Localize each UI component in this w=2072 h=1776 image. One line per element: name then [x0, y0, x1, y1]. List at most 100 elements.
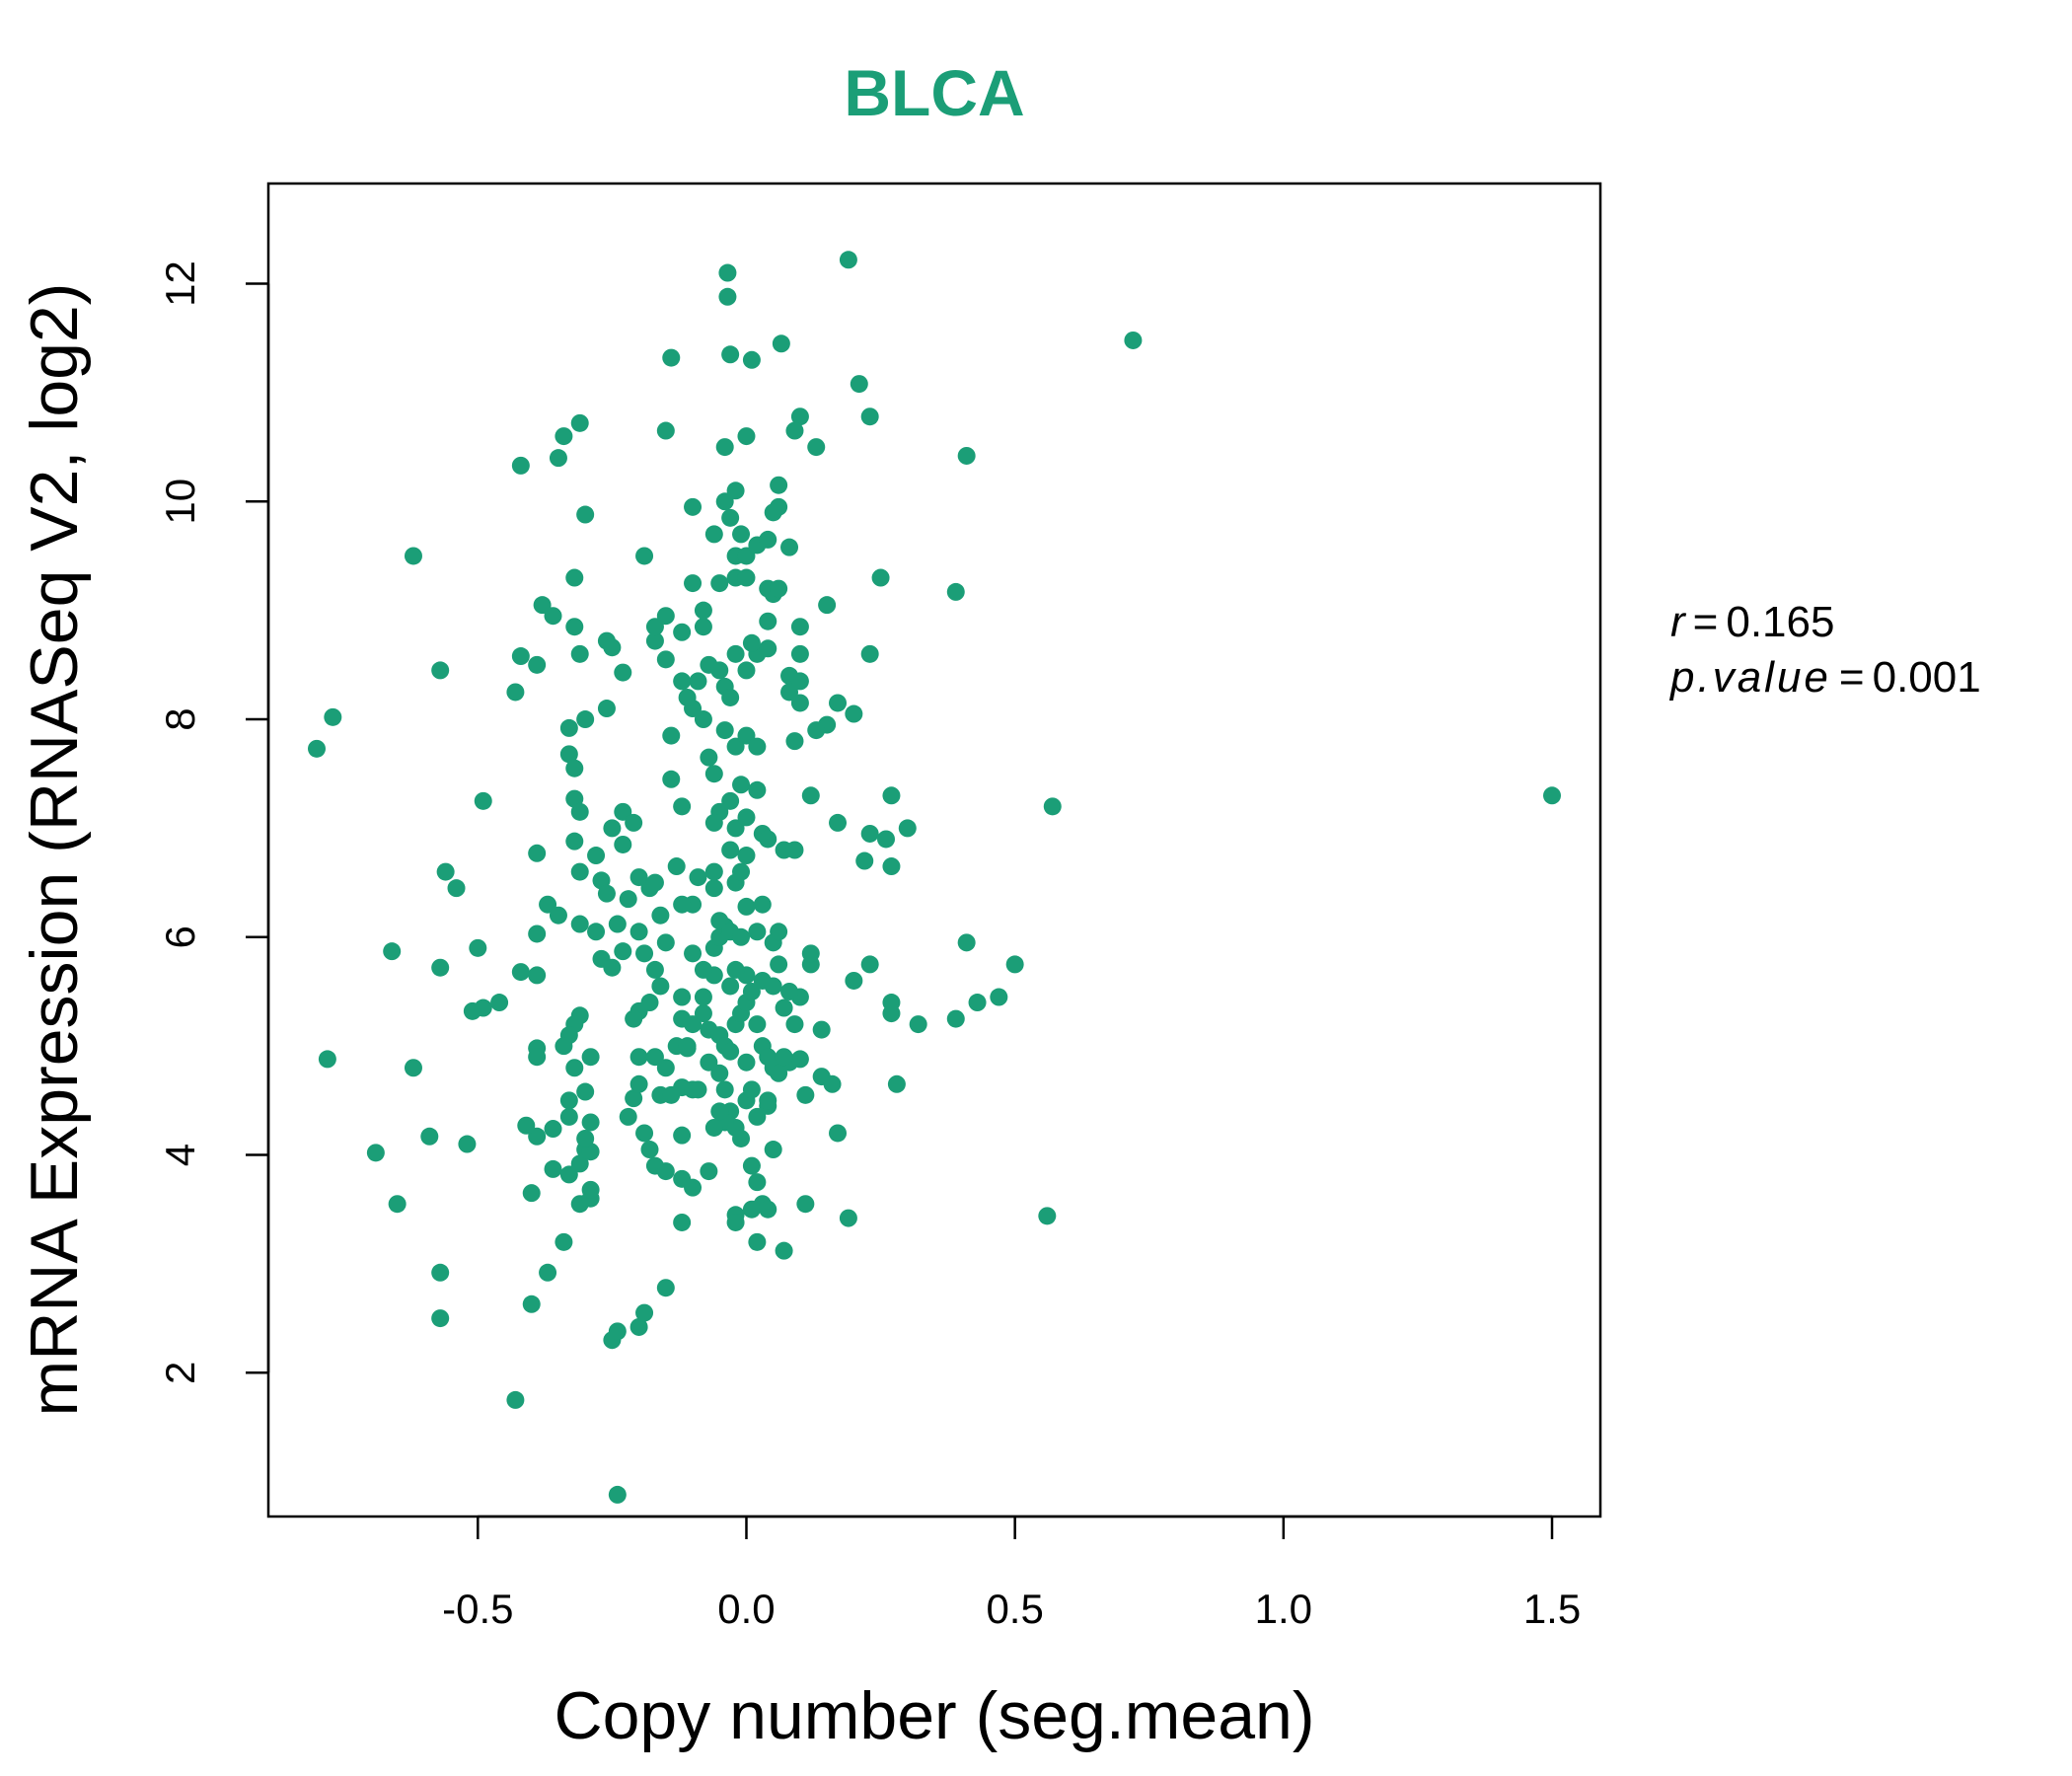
data-point	[710, 1102, 729, 1121]
data-point	[1038, 1207, 1057, 1225]
data-point	[667, 857, 686, 876]
data-point	[839, 1209, 857, 1227]
data-point	[775, 999, 793, 1017]
data-point	[458, 1135, 477, 1153]
r-value: 0.165	[1726, 598, 1834, 646]
data-point	[559, 1165, 578, 1184]
data-point	[770, 579, 788, 598]
data-point	[790, 644, 809, 663]
data-point	[726, 481, 745, 500]
data-point	[544, 1159, 562, 1178]
data-point	[559, 1091, 578, 1110]
data-point	[710, 1064, 729, 1082]
data-point	[570, 1154, 589, 1173]
data-point	[694, 988, 712, 1006]
data-point	[511, 963, 530, 982]
data-point	[759, 1091, 777, 1110]
data-point	[721, 1042, 740, 1061]
data-point	[710, 661, 729, 680]
data-point	[710, 574, 729, 593]
x-tick-label: 0.5	[986, 1586, 1043, 1632]
data-point	[796, 1085, 815, 1104]
data-point	[737, 726, 756, 745]
data-point	[968, 994, 987, 1012]
data-point	[603, 819, 622, 838]
data-point	[742, 350, 761, 369]
data-point	[715, 721, 734, 740]
data-point	[656, 1279, 675, 1297]
data-point	[511, 647, 530, 666]
data-point	[625, 1009, 643, 1028]
data-point	[388, 1195, 407, 1214]
data-point	[737, 661, 756, 680]
data-point	[404, 547, 422, 565]
data-point	[785, 732, 804, 751]
data-point	[528, 1127, 547, 1146]
data-point	[737, 568, 756, 587]
data-point	[559, 718, 578, 737]
data-point	[635, 944, 654, 963]
data-point	[404, 1059, 422, 1077]
data-point	[759, 1200, 777, 1219]
x-tick-label: 1.0	[1255, 1586, 1312, 1632]
x-axis: -0.5 0.0 0.5 1.0 1.5	[442, 1515, 1581, 1632]
data-point	[909, 1015, 927, 1034]
data-point	[555, 427, 573, 446]
x-axis-label: Copy number (seg.mean)	[554, 1678, 1314, 1753]
data-point	[420, 1127, 439, 1146]
data-point	[318, 1050, 336, 1069]
data-point	[715, 492, 734, 511]
data-point	[673, 988, 692, 1006]
data-point	[629, 1048, 648, 1067]
data-point	[990, 988, 1008, 1006]
data-point	[662, 1085, 681, 1104]
data-point	[829, 694, 848, 712]
data-point	[737, 897, 756, 916]
data-point	[517, 1116, 536, 1135]
data-point	[759, 530, 777, 549]
data-point	[742, 1200, 761, 1219]
data-point	[651, 977, 670, 996]
data-point	[603, 638, 622, 657]
data-point	[748, 1015, 767, 1034]
data-point	[635, 1303, 654, 1322]
data-point	[629, 923, 648, 941]
data-point	[570, 644, 589, 663]
data-point	[366, 1144, 385, 1162]
data-point	[860, 407, 879, 426]
data-point	[694, 710, 712, 729]
data-point	[673, 797, 692, 816]
data-point	[533, 596, 552, 615]
data-point	[748, 780, 767, 799]
data-point	[882, 786, 901, 805]
data-point	[860, 955, 879, 974]
data-point	[845, 971, 863, 990]
data-point	[625, 813, 643, 832]
data-point	[748, 737, 767, 756]
data-point	[759, 639, 777, 658]
data-point	[780, 538, 799, 556]
data-point	[629, 1074, 648, 1093]
data-point	[570, 802, 589, 821]
data-point	[721, 841, 740, 859]
r-eq: =	[1693, 598, 1719, 646]
data-point	[544, 1120, 562, 1139]
data-point	[704, 862, 723, 881]
y-tick-label: 12	[157, 260, 203, 307]
data-point	[785, 421, 804, 440]
data-point	[640, 1141, 659, 1159]
data-point	[474, 791, 492, 810]
data-point	[608, 1322, 627, 1341]
data-point	[614, 663, 632, 682]
data-point	[860, 824, 879, 843]
data-point	[871, 568, 890, 587]
data-point	[431, 1309, 450, 1328]
data-point	[576, 710, 595, 729]
data-point	[775, 1241, 793, 1260]
data-point	[877, 830, 896, 849]
data-point	[629, 1317, 648, 1336]
data-point	[742, 633, 761, 652]
data-point	[614, 942, 632, 961]
p-value: 0.001	[1873, 653, 1981, 702]
data-point	[829, 1124, 848, 1143]
